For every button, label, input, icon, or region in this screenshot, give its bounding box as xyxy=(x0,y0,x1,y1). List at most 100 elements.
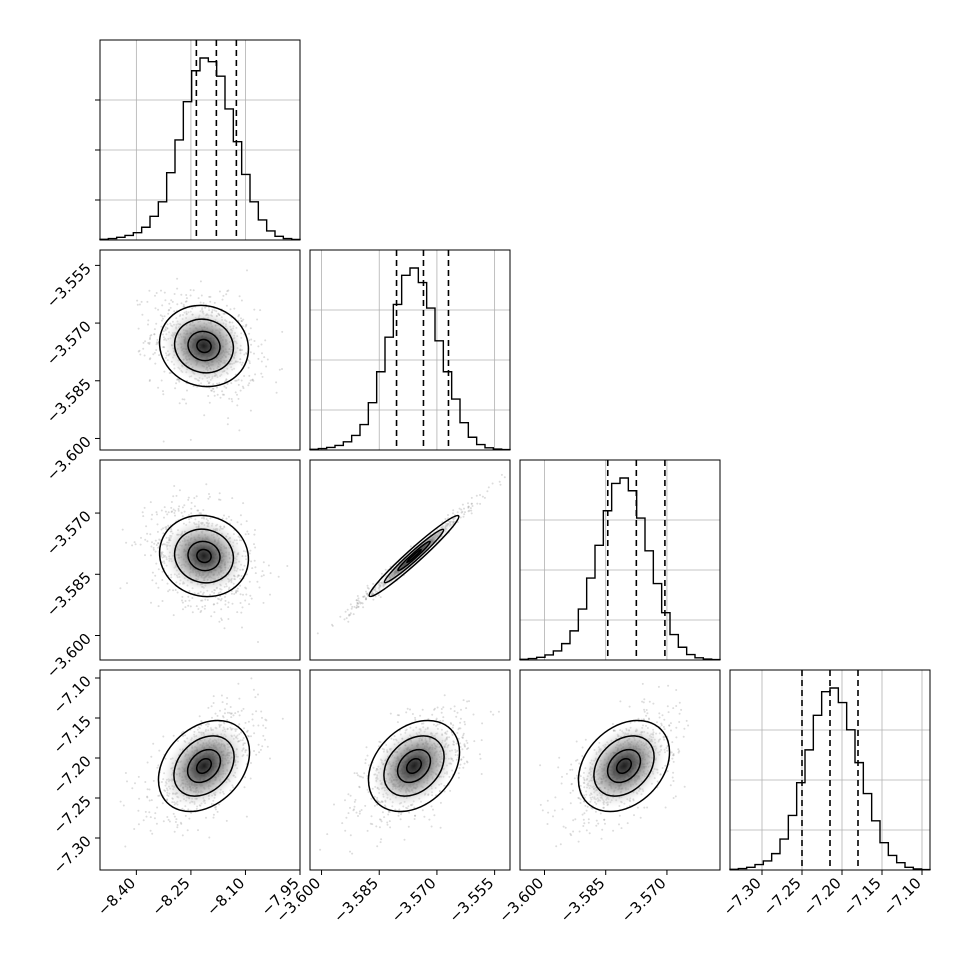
sample-point xyxy=(405,711,408,714)
sample-point xyxy=(453,705,456,708)
sample-point xyxy=(237,383,240,386)
sample-point xyxy=(173,485,176,487)
sample-point xyxy=(159,554,162,557)
sample-point xyxy=(359,602,362,605)
sample-point xyxy=(362,595,365,598)
sample-point xyxy=(663,728,666,731)
sample-point xyxy=(467,505,470,508)
sample-point xyxy=(210,389,213,392)
sample-point xyxy=(586,805,589,808)
sample-point xyxy=(628,705,631,708)
sample-point xyxy=(595,819,598,822)
sample-point xyxy=(378,740,381,743)
sample-point xyxy=(176,824,179,826)
sample-point xyxy=(155,341,158,344)
sample-point xyxy=(257,357,260,360)
sample-point xyxy=(668,724,671,727)
sample-point xyxy=(238,723,241,726)
sample-point xyxy=(225,517,228,520)
sample-point xyxy=(155,511,158,514)
sample-point xyxy=(427,718,430,721)
sample-point xyxy=(144,538,147,541)
sample-point xyxy=(176,303,179,306)
sample-point xyxy=(251,378,254,381)
sample-point xyxy=(357,605,360,608)
sample-point xyxy=(248,362,251,365)
sample-point xyxy=(218,803,221,806)
sample-point xyxy=(468,700,470,703)
sample-point xyxy=(643,698,646,701)
panel-frame xyxy=(519,459,721,661)
sample-point xyxy=(491,482,494,485)
sample-point xyxy=(163,291,166,294)
sample-point xyxy=(666,745,669,748)
sample-point xyxy=(479,502,482,505)
sample-point xyxy=(210,705,213,708)
sample-point xyxy=(430,805,433,808)
sample-point xyxy=(150,601,152,604)
sample-point xyxy=(173,310,176,313)
sample-point xyxy=(403,838,406,841)
sample-point xyxy=(433,814,436,817)
sample-point xyxy=(449,707,452,710)
sample-point xyxy=(364,804,367,807)
scatter-panel-3-1 xyxy=(309,669,511,871)
sample-point xyxy=(159,314,162,317)
sample-point xyxy=(355,599,358,602)
sample-point xyxy=(239,593,242,596)
sample-point xyxy=(670,729,672,732)
sample-point xyxy=(262,601,265,604)
sample-point xyxy=(372,582,375,585)
sample-point xyxy=(209,295,212,298)
sample-point xyxy=(463,720,466,723)
sample-point xyxy=(146,540,149,543)
sample-point xyxy=(180,302,183,305)
sample-point xyxy=(366,594,369,597)
sample-point xyxy=(219,396,222,399)
sample-point xyxy=(154,539,157,542)
sample-point xyxy=(225,293,228,296)
sample-point xyxy=(373,804,376,807)
sample-point xyxy=(154,550,157,553)
sample-point xyxy=(190,501,193,504)
sample-point xyxy=(547,811,550,814)
sample-point xyxy=(637,717,640,720)
panel-background xyxy=(520,460,720,660)
sample-point xyxy=(139,353,142,356)
sample-point xyxy=(238,295,241,298)
sample-point xyxy=(414,814,417,817)
sample-point xyxy=(658,712,661,715)
sample-point xyxy=(570,783,573,786)
panels-layer xyxy=(99,39,931,871)
sample-point xyxy=(440,711,443,714)
sample-point xyxy=(472,713,475,716)
sample-point xyxy=(230,382,233,385)
sample-point xyxy=(344,799,346,802)
sample-point xyxy=(245,593,248,596)
sample-point xyxy=(358,775,361,778)
sample-point xyxy=(149,336,152,339)
sample-point xyxy=(224,603,227,606)
sample-point xyxy=(173,293,176,295)
sample-point xyxy=(667,684,670,687)
sample-point xyxy=(377,800,380,803)
sample-point xyxy=(254,529,256,531)
sample-point xyxy=(229,308,232,311)
sample-point xyxy=(354,798,357,801)
sample-point xyxy=(176,378,179,381)
sample-point xyxy=(546,799,549,802)
sample-point xyxy=(119,587,122,590)
sample-point xyxy=(643,710,646,713)
sample-point xyxy=(175,382,178,385)
sample-point xyxy=(539,803,542,806)
sample-point xyxy=(161,802,164,805)
sample-point xyxy=(182,730,185,733)
sample-point xyxy=(461,503,464,506)
sample-point xyxy=(374,595,377,598)
sample-point xyxy=(281,368,283,370)
sample-point xyxy=(281,717,284,720)
sample-point xyxy=(252,688,255,691)
sample-point xyxy=(599,812,602,815)
sample-point xyxy=(200,294,203,297)
sample-point xyxy=(554,796,557,799)
